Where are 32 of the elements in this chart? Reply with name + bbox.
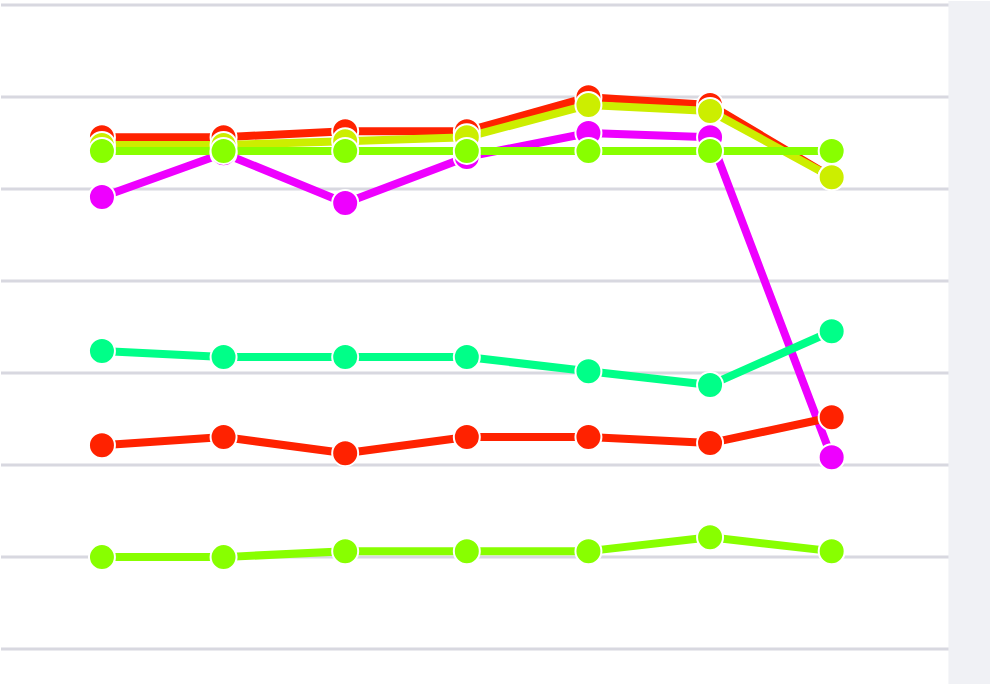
- point: [817, 537, 846, 566]
- point: [87, 182, 116, 211]
- point: [574, 537, 603, 566]
- point: [331, 188, 360, 217]
- point: [574, 136, 603, 165]
- point: [696, 429, 725, 458]
- point: [209, 543, 238, 572]
- point: [331, 136, 360, 165]
- point: [87, 543, 116, 572]
- point: [209, 423, 238, 452]
- point: [574, 357, 603, 386]
- point: [817, 317, 846, 346]
- point: [452, 343, 481, 371]
- point: [331, 537, 360, 566]
- point: [817, 443, 846, 472]
- point: [452, 423, 481, 452]
- point: [331, 439, 360, 468]
- point: [696, 136, 725, 165]
- point: [574, 423, 603, 452]
- point: [817, 403, 846, 432]
- point: [87, 431, 116, 460]
- point: [87, 136, 116, 165]
- point: [696, 96, 725, 125]
- point: [817, 136, 846, 165]
- point: [452, 136, 481, 165]
- point: [87, 337, 116, 366]
- point: [696, 371, 725, 400]
- point: [452, 537, 481, 566]
- point: [696, 523, 725, 552]
- point: [331, 343, 360, 371]
- point: [574, 90, 603, 119]
- point: [209, 343, 238, 371]
